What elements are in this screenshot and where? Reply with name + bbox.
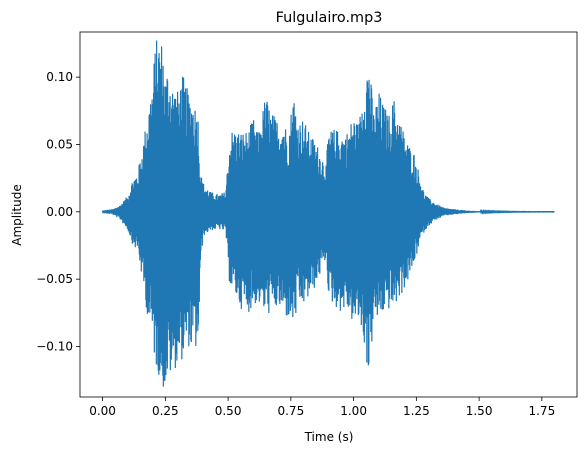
waveform-series <box>101 40 555 387</box>
x-axis-ticks: 0.00 0.25 0.50 0.75 1.00 1.25 1.50 1.75 <box>89 397 555 418</box>
x-tick-label: 1.25 <box>403 404 430 418</box>
x-tick-label: 0.50 <box>215 404 242 418</box>
plot-area <box>101 40 555 387</box>
y-tick-label: 0.10 <box>46 70 73 84</box>
y-axis-ticks: 0.10 0.05 0.00 −0.05 −0.10 <box>36 70 80 353</box>
x-tick-label: 0.25 <box>152 404 179 418</box>
y-tick-label: −0.05 <box>36 272 73 286</box>
x-tick-label: 0.00 <box>89 404 116 418</box>
y-tick-label: 0.05 <box>46 137 73 151</box>
y-tick-label: 0.00 <box>46 205 73 219</box>
x-tick-label: 1.00 <box>340 404 367 418</box>
y-axis-label: Amplitude <box>10 184 24 246</box>
x-tick-label: 1.50 <box>466 404 493 418</box>
x-tick-label: 1.75 <box>528 404 555 418</box>
x-axis-label: Time (s) <box>304 430 354 444</box>
chart-title: Fulgulairo.mp3 <box>276 10 383 26</box>
y-tick-label: −0.10 <box>36 339 73 353</box>
axes-frame <box>79 31 578 398</box>
x-tick-label: 0.75 <box>277 404 304 418</box>
